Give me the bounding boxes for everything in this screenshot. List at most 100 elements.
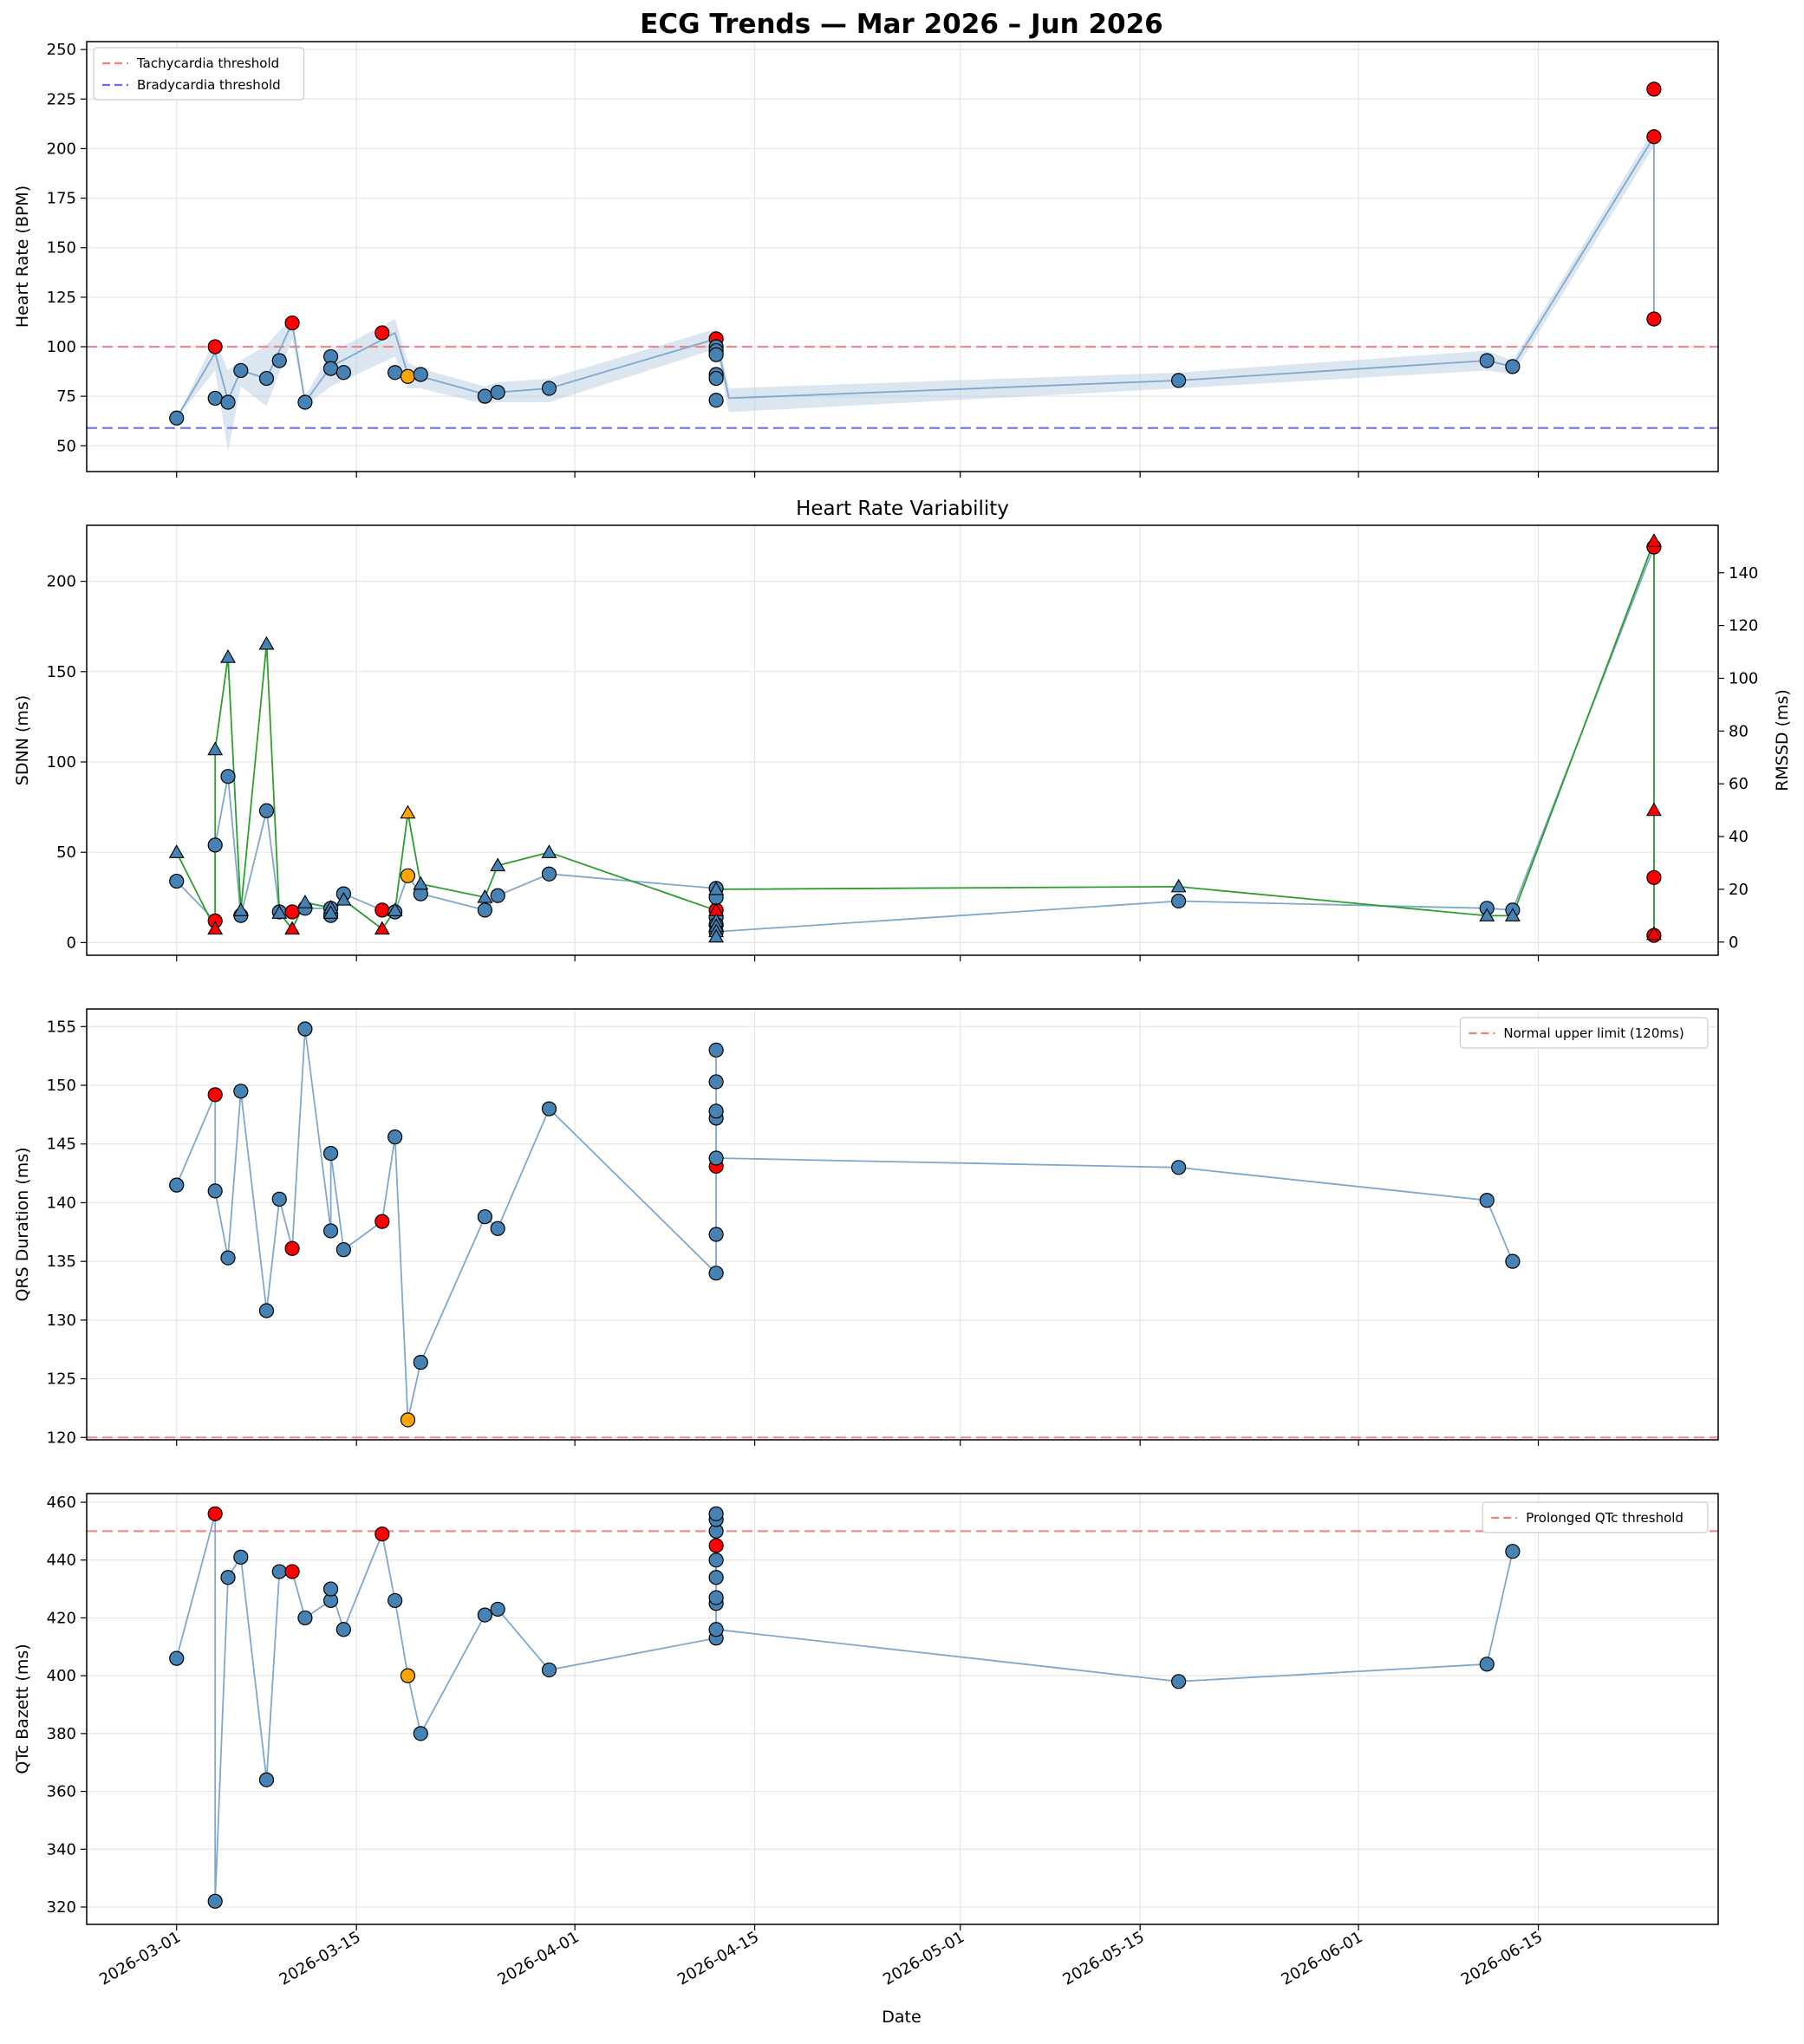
qrs-point [400, 1412, 416, 1428]
heart-rate-point [207, 339, 223, 355]
qrs-point [541, 1101, 557, 1116]
rmssd-point [168, 844, 185, 858]
sdnn-point [258, 803, 275, 818]
qrs-legend: Normal upper limit (120ms) [1459, 1017, 1709, 1049]
heart-rate-point [708, 370, 724, 387]
y-right-tick-label: 120 [1729, 617, 1758, 635]
qrs-point [258, 1303, 275, 1318]
heart-rate-point [708, 347, 724, 362]
qrs-point [1171, 1160, 1187, 1175]
qtc-point [335, 1622, 351, 1637]
rmssd-point [413, 876, 429, 890]
sdnn-point [169, 873, 185, 889]
qrs-point [207, 1183, 223, 1199]
heart-rate-point [708, 393, 724, 408]
qrs-point [708, 1042, 724, 1058]
legend-box [93, 47, 305, 101]
qrs-point [169, 1177, 185, 1193]
heart-rate-panel: 50 75 100 125 150 175 200 225 250 Heart Rate (BPM… [13, 41, 1719, 478]
rmssd-point [708, 881, 725, 895]
rmssd-point [271, 905, 288, 919]
y-tick-label: 440 [47, 1552, 76, 1570]
qtc-point [708, 1622, 724, 1637]
sdnn-point [490, 888, 505, 903]
y-tick-label: 50 [56, 843, 76, 862]
plot-frame [86, 524, 1719, 956]
qrs-point [388, 1129, 403, 1145]
rmssd-point [207, 921, 224, 935]
y-tick-label: 130 [47, 1312, 76, 1330]
y-tick-label: 360 [47, 1783, 76, 1801]
y-tick-label: 200 [47, 573, 76, 591]
heart-rate-point [490, 384, 505, 400]
heart-rate-point [477, 388, 492, 404]
rmssd-point [322, 905, 339, 919]
y-tick-label: 460 [47, 1494, 76, 1512]
qtc-point [477, 1607, 492, 1623]
rmssd-point [232, 902, 249, 916]
y-right-tick-label: 80 [1729, 722, 1749, 740]
heart-rate-band [176, 128, 1654, 452]
heart-rate-point [169, 410, 185, 426]
y-tick-label: 140 [47, 1194, 76, 1212]
qrs-panel: 120 125 130 135 140 145 150 155 QRS Duration (ms… [13, 1008, 1719, 1447]
rmssd-point [708, 928, 725, 943]
qrs-point [322, 1145, 339, 1162]
legend-box [1482, 1501, 1709, 1533]
qrs-point [297, 1021, 313, 1037]
qrs-point [708, 1074, 724, 1090]
plot-frame [86, 1493, 1719, 1925]
heart-rate-point [1505, 359, 1521, 374]
rmssd-point [284, 921, 301, 935]
qtc-legend: Prolonged QTc threshold [1482, 1501, 1709, 1533]
rmssd-point [1504, 908, 1521, 921]
hrv-panel: 0 50 100 150 200 0 20 40 60 80 100 120 140 SDNN (ms) R… [13, 498, 1792, 961]
rmssd-point [490, 857, 506, 872]
y-right-tick-label: 100 [1729, 669, 1758, 687]
qrs-point [374, 1214, 390, 1229]
heart-rate-point [297, 394, 313, 410]
qtc-point [708, 1553, 724, 1568]
qrs-point [233, 1084, 249, 1099]
y-tick-label: 400 [47, 1667, 76, 1685]
qtc-point [169, 1650, 185, 1666]
qrs-point [490, 1221, 505, 1236]
y-tick-label: 120 [47, 1429, 76, 1447]
qtc-point [1479, 1657, 1495, 1672]
y-tick-label: 135 [47, 1253, 76, 1271]
y-tick-label: 340 [47, 1840, 76, 1858]
y-axis-label: QRS Duration (ms) [13, 1147, 32, 1301]
qrs-point [413, 1355, 428, 1370]
y-tick-label: 380 [47, 1725, 76, 1743]
qrs-point [284, 1240, 300, 1256]
sdnn-point [374, 902, 390, 918]
qtc-point [708, 1570, 724, 1585]
heart-rate-point [335, 365, 351, 381]
qtc-point [233, 1549, 249, 1565]
heart-rate-point [388, 365, 403, 381]
heart-rate-point [233, 362, 249, 379]
x-axis-label: Date [882, 2008, 921, 2027]
y-axis-label: SDNN (ms) [13, 695, 32, 785]
qrs-point [708, 1150, 724, 1166]
qtc-point [400, 1668, 416, 1683]
heart-rate-point [1171, 373, 1187, 388]
heart-rate-point [1646, 311, 1662, 327]
y-right-axis-label: RMSSD (ms) [1773, 689, 1792, 791]
y-tick-label: 100 [47, 753, 76, 771]
qtc-point [374, 1526, 390, 1542]
sdnn-point [284, 904, 300, 920]
qrs-point [1479, 1193, 1495, 1208]
qrs-point [322, 1223, 339, 1239]
y-right-tick-label: 0 [1729, 934, 1738, 952]
rmssd-point [541, 844, 557, 858]
y-tick-label: 125 [47, 289, 76, 307]
heart-rate-point [322, 361, 339, 376]
heart-rate-point [271, 353, 287, 368]
heart-rate-point [413, 367, 428, 382]
heart-rate-point [258, 370, 275, 387]
qtc-point [258, 1772, 275, 1787]
heart-rate-legend: Tachycardia threshold Bradycardia thresho… [93, 47, 305, 101]
qrs-point [708, 1227, 724, 1242]
y-tick-label: 150 [47, 663, 76, 681]
